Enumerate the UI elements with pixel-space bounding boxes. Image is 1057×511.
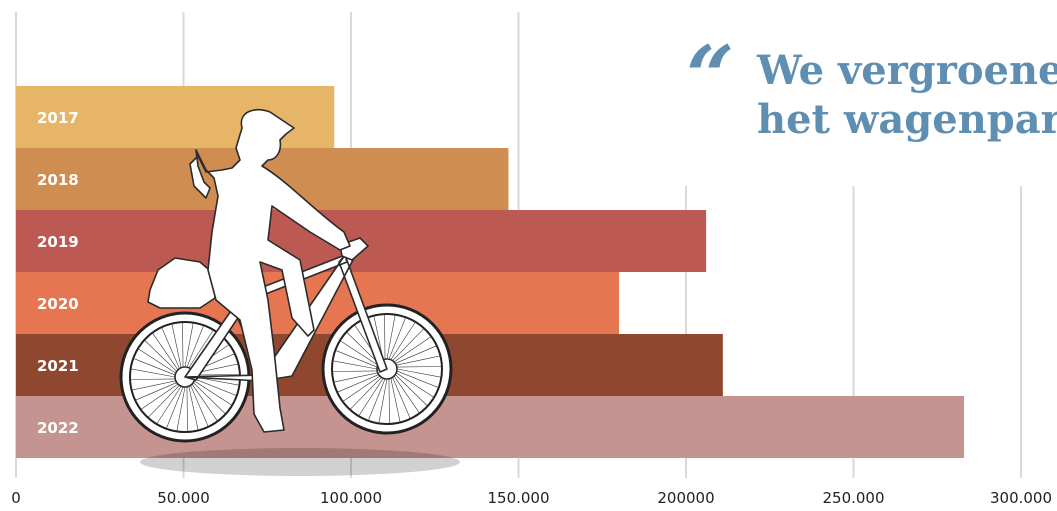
quote-mark: “ xyxy=(686,27,734,126)
spoke xyxy=(161,328,180,369)
spoke xyxy=(396,355,440,366)
rider-silhouette xyxy=(189,108,351,433)
spoke xyxy=(396,372,434,398)
quote-line-1: We vergroenen xyxy=(756,47,1057,94)
bar-label-2021: 2021 xyxy=(37,357,79,375)
spoke xyxy=(176,386,186,431)
spoke xyxy=(396,366,441,368)
spoke xyxy=(358,378,384,416)
spoke xyxy=(190,385,209,426)
spoke xyxy=(395,345,436,364)
spoke xyxy=(166,386,184,428)
spoke xyxy=(346,332,379,364)
spoke xyxy=(390,378,401,422)
spoke xyxy=(186,326,204,368)
spoke xyxy=(131,378,176,380)
spoke xyxy=(194,374,239,376)
spoke xyxy=(392,377,411,418)
spoke xyxy=(191,383,218,421)
spoke xyxy=(378,378,388,423)
spoke xyxy=(186,386,188,431)
x-tick-label-0: 0 xyxy=(11,489,21,507)
bar-label-2018: 2018 xyxy=(37,171,79,189)
spoke xyxy=(136,382,177,401)
spoke xyxy=(386,315,396,360)
spoke xyxy=(368,378,386,420)
spoke xyxy=(396,370,438,388)
x-tick-label-4: 200000 xyxy=(657,489,714,507)
spoke xyxy=(152,333,179,371)
x-tick-label-1: 50.000 xyxy=(157,489,210,507)
spoke xyxy=(350,377,382,410)
spoke xyxy=(388,318,406,360)
x-tick-label-3: 150.000 xyxy=(487,489,549,507)
spoke xyxy=(144,340,177,372)
spoke xyxy=(156,386,182,424)
spoke xyxy=(384,315,386,360)
spoke xyxy=(188,330,214,368)
spoke xyxy=(343,375,381,402)
x-tick-label-2: 100.000 xyxy=(320,489,382,507)
spoke xyxy=(184,323,194,368)
spoke xyxy=(338,374,379,393)
spoke xyxy=(333,370,378,372)
spoke xyxy=(141,383,179,410)
x-tick-label-6: 300.000 xyxy=(990,489,1052,507)
bar-label-2017: 2017 xyxy=(37,109,79,127)
spoke xyxy=(194,378,236,396)
shadow xyxy=(140,448,460,476)
spoke xyxy=(334,372,378,383)
spoke xyxy=(188,386,199,430)
spoke xyxy=(393,375,420,413)
spoke xyxy=(340,340,378,366)
bar-label-2022: 2022 xyxy=(37,419,79,437)
cyclist-illustration xyxy=(119,108,460,476)
spoke xyxy=(396,368,441,378)
spoke xyxy=(388,378,390,423)
spoke xyxy=(148,385,180,418)
bar-label-2020: 2020 xyxy=(37,295,79,313)
spoke xyxy=(333,360,378,370)
spoke xyxy=(138,348,176,374)
x-tick-label-5: 250.000 xyxy=(822,489,884,507)
spoke xyxy=(395,374,428,406)
spoke xyxy=(193,382,226,414)
spoke xyxy=(336,350,378,368)
spoke xyxy=(393,336,431,363)
spoke xyxy=(171,324,182,368)
quote: “ We vergroenen het wagenpark xyxy=(686,27,1057,143)
spoke xyxy=(194,380,232,406)
spoke xyxy=(390,322,416,360)
quote-line-2: het wagenpark xyxy=(757,96,1057,143)
spoke xyxy=(131,368,176,378)
spoke xyxy=(132,380,176,391)
spoke xyxy=(182,323,184,368)
bar-label-2019: 2019 xyxy=(37,233,79,251)
spoke xyxy=(392,328,424,361)
x-axis-ticks: 0 50.000 100.000 150.000 200000 250.000 300.00… xyxy=(11,489,1052,507)
spoke xyxy=(134,358,176,376)
